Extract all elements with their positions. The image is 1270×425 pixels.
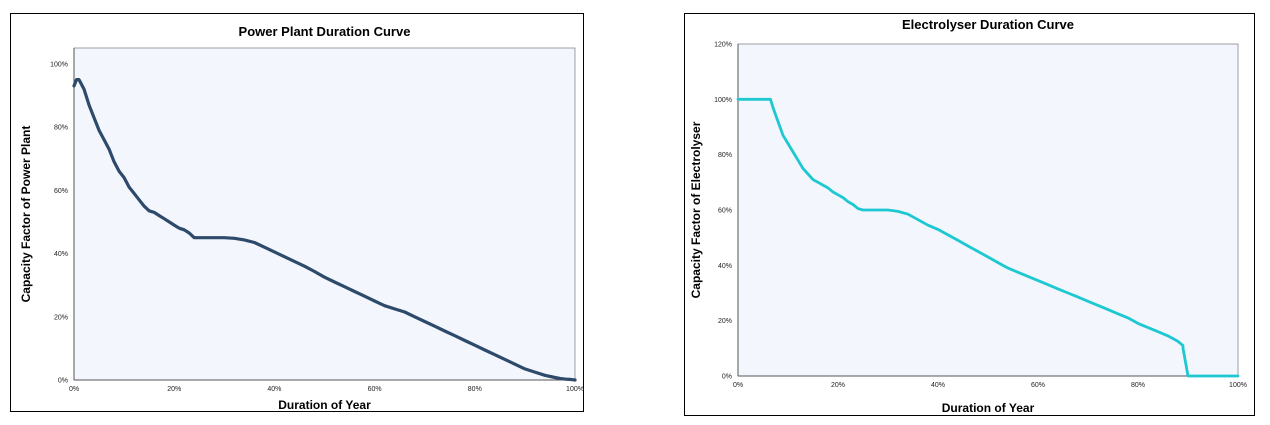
y-tick-label: 40% [718,263,732,270]
x-tick-label: 20% [831,382,845,389]
x-tick-label: 0% [733,382,743,389]
y-tick-label: 60% [718,208,732,215]
y-tick-labels: 0% 20% 40% 60% 80% 100% 120% [714,42,732,381]
x-tick-label: 80% [468,386,482,393]
electrolyser-chart-svg: 0% 20% 40% 60% 80% 100% 120% 0% 20% 40% 60% 80% 100… [689,17,1247,415]
x-tick-label: 80% [1131,382,1145,389]
power-plant-chart: 0% 20% 40% 60% 80% 100% 0% 20% 40% 60% 80% 100% Po… [10,13,584,412]
x-tick-label: 20% [167,386,181,393]
x-tick-label: 100% [566,386,584,393]
plot-area [737,43,1239,377]
y-axis-title: Capacity Factor of Electrolyser [689,121,703,298]
y-tick-label: 120% [714,42,732,49]
y-tick-label: 80% [54,125,68,132]
x-tick-label: 40% [267,386,281,393]
y-tick-label: 60% [54,188,68,195]
y-tick-label: 0% [58,378,68,385]
power-plant-chart-svg: 0% 20% 40% 60% 80% 100% 0% 20% 40% 60% 80% 100% Po… [19,24,584,412]
x-tick-label: 60% [1031,382,1045,389]
y-tick-label: 80% [718,152,732,159]
x-tick-label: 0% [69,386,79,393]
chart-title: Power Plant Duration Curve [239,24,411,39]
y-tick-label: 100% [50,61,68,68]
y-tick-label: 40% [54,251,68,258]
y-tick-labels: 0% 20% 40% 60% 80% 100% [50,61,68,384]
x-axis-title: Duration of Year [942,401,1035,415]
y-tick-label: 20% [54,314,68,321]
y-tick-label: 0% [722,374,732,381]
x-tick-label: 60% [368,386,382,393]
chart-title: Electrolyser Duration Curve [902,17,1074,32]
x-axis-title: Duration of Year [278,398,371,412]
axes [73,48,575,381]
y-tick-label: 100% [714,97,732,104]
x-tick-labels: 0% 20% 40% 60% 80% 100% [733,382,1247,389]
series-line [72,78,577,382]
plot-area [73,47,576,381]
y-tick-label: 20% [718,318,732,325]
y-axis-title: Capacity Factor of Power Plant [19,126,33,303]
series-line [736,97,1240,378]
x-tick-label: 40% [931,382,945,389]
electrolyser-chart: 0% 20% 40% 60% 80% 100% 120% 0% 20% 40% 60% 80% 100… [684,13,1255,416]
x-tick-label: 100% [1229,382,1247,389]
x-tick-labels: 0% 20% 40% 60% 80% 100% [69,386,584,393]
